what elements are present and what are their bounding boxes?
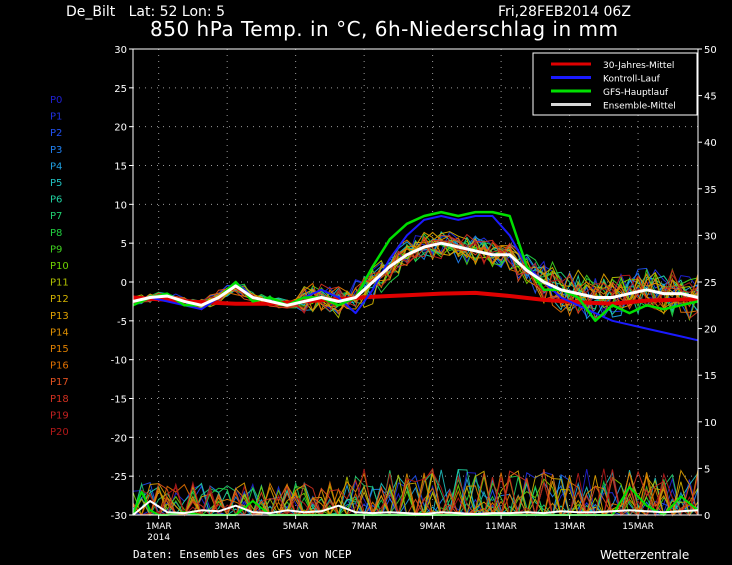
station-info: De_Bilt Lat: 52 Lon: 5 xyxy=(66,4,225,20)
brand: Wetterzentrale xyxy=(600,548,690,562)
left-tick-label: 5 xyxy=(121,239,127,250)
x-tick-label: 3MAR xyxy=(214,522,240,532)
run-datestamp: Fri,28FEB2014 06Z xyxy=(498,4,631,20)
member-label-P20: P20 xyxy=(50,427,69,438)
legend: 30-Jahres-Mittel Kontroll-Lauf GFS-Hauptla… xyxy=(532,52,698,116)
x-tick-label: 11MAR xyxy=(485,522,517,532)
right-tick-label: 20 xyxy=(704,325,717,336)
left-tick-label: 0 xyxy=(121,278,127,289)
member-label-P9: P9 xyxy=(50,244,62,255)
member-label-P8: P8 xyxy=(50,228,62,239)
member-label-P14: P14 xyxy=(50,327,69,338)
member-label-P18: P18 xyxy=(50,394,69,405)
x-tick-label: 13MAR xyxy=(554,522,586,532)
x-tick-sublabel: 2014 xyxy=(147,533,170,543)
member-label-P17: P17 xyxy=(50,377,69,388)
member-label-P16: P16 xyxy=(50,361,69,372)
series-kontroll-lauf xyxy=(132,215,699,342)
legend-label: 30-Jahres-Mittel xyxy=(603,61,674,71)
member-label-P6: P6 xyxy=(50,195,62,206)
grid xyxy=(133,49,698,515)
member-line-P15 xyxy=(132,231,699,317)
x-tick-label: 1MAR xyxy=(146,522,172,532)
member-label-P5: P5 xyxy=(50,178,62,189)
right-tick-label: 30 xyxy=(704,231,717,242)
member-label-P3: P3 xyxy=(50,145,62,156)
member-label-P1: P1 xyxy=(50,112,62,123)
left-tick-label: -20 xyxy=(111,433,127,444)
member-label-P4: P4 xyxy=(50,161,62,172)
x-tick-label: 15MAR xyxy=(622,522,654,532)
member-line-P13 xyxy=(132,231,699,312)
right-tick-label: 0 xyxy=(704,511,710,522)
legend-label: GFS-Hauptlauf xyxy=(603,88,669,98)
series-gfs-hauptlauf xyxy=(132,210,699,323)
member-label-P7: P7 xyxy=(50,211,62,222)
member-label-P15: P15 xyxy=(50,344,69,355)
member-labels: P0 P1 P2 P3 P4 P5 P6 P7 P8 P9 P10 P11 P12 P13 P14 P15 P1… xyxy=(50,95,69,438)
member-label-P13: P13 xyxy=(50,311,69,322)
x-tick-label: 7MAR xyxy=(351,522,377,532)
member-label-P0: P0 xyxy=(50,95,62,106)
member-label-P12: P12 xyxy=(50,294,69,305)
left-tick-label: 30 xyxy=(114,45,127,56)
member-label-P19: P19 xyxy=(50,410,69,421)
x-tick-label: 5MAR xyxy=(283,522,309,532)
left-tick-label: -15 xyxy=(111,395,127,406)
left-tick-label: 20 xyxy=(114,123,127,134)
right-tick-label: 35 xyxy=(704,185,717,196)
data-source: Daten: Ensembles des GFS von NCEP xyxy=(133,548,352,561)
chart-title: 850 hPa Temp. in °C, 6h-Niederschlag in … xyxy=(150,17,619,41)
series-ensemble-mittel xyxy=(132,241,699,307)
x-tick-label: 9MAR xyxy=(420,522,446,532)
member-label-P11: P11 xyxy=(50,278,69,289)
right-tick-label: 10 xyxy=(704,418,717,429)
ensemble-members xyxy=(132,230,699,517)
left-tick-label: 25 xyxy=(114,84,127,95)
series-ensemble-mittel-precip xyxy=(132,500,699,516)
right-tick-label: 15 xyxy=(704,371,717,382)
left-tick-label: -30 xyxy=(111,511,127,522)
right-tick-label: 5 xyxy=(704,464,710,475)
left-tick-label: -10 xyxy=(111,356,127,367)
member-label-P10: P10 xyxy=(50,261,69,272)
right-tick-label: 40 xyxy=(704,138,717,149)
series-30-jahres-mittel xyxy=(132,290,699,306)
right-tick-label: 45 xyxy=(704,92,717,103)
left-tick-label: -25 xyxy=(111,472,127,483)
right-tick-label: 25 xyxy=(704,278,717,289)
right-tick-label: 50 xyxy=(704,45,717,56)
left-tick-label: 15 xyxy=(114,162,127,173)
member-label-P2: P2 xyxy=(50,128,62,139)
legend-label: Kontroll-Lauf xyxy=(603,75,661,85)
legend-label: Ensemble-Mittel xyxy=(603,102,676,112)
left-tick-label: 10 xyxy=(114,200,127,211)
axes: 302520151050-5-10-15-20-25-3050454035302… xyxy=(111,45,717,543)
left-tick-label: -5 xyxy=(117,317,127,328)
